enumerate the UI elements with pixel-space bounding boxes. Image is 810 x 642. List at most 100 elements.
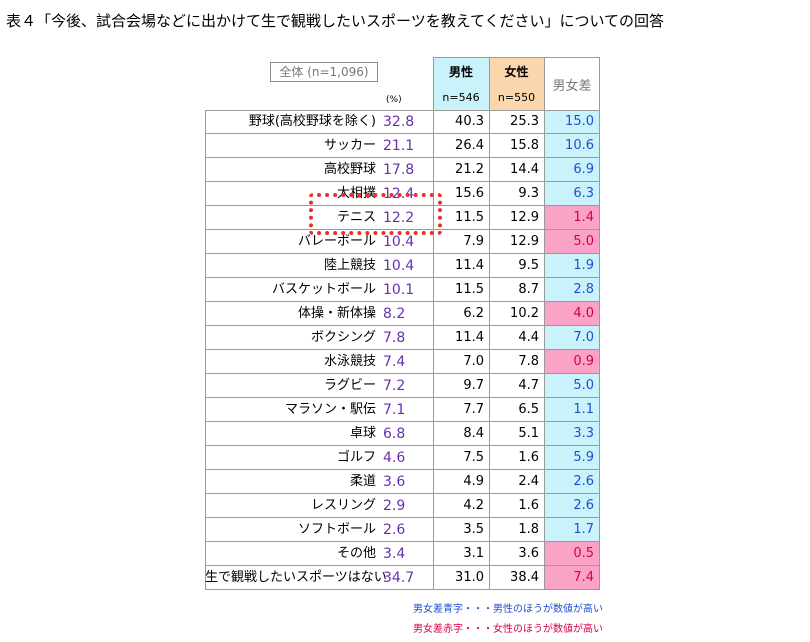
row-all-value: 3.4 — [383, 546, 406, 562]
row-male-value: 6.2 — [463, 306, 484, 321]
row-female-value: 4.4 — [518, 330, 539, 345]
row-male-value: 7.9 — [463, 234, 484, 249]
female-header: 女性 — [504, 65, 529, 79]
row-female-value: 15.8 — [510, 138, 539, 153]
diff-fill — [544, 494, 600, 518]
diff-fill — [544, 542, 600, 566]
row-female-value: 9.5 — [518, 258, 539, 273]
row-female-value: 1.6 — [518, 498, 539, 513]
row-diff-value: 1.9 — [573, 258, 594, 273]
grid-line — [205, 493, 600, 494]
row-label: 柔道 — [349, 474, 376, 489]
grid-line — [205, 421, 600, 422]
diff-fill — [544, 110, 600, 134]
row-diff-value: 4.0 — [573, 306, 594, 321]
diff-fill — [544, 326, 600, 350]
row-all-value: 7.4 — [383, 354, 406, 370]
row-all-value: 2.6 — [383, 522, 406, 538]
diff-fill — [544, 422, 600, 446]
row-all-value: 8.2 — [383, 306, 406, 322]
row-label: 高校野球 — [323, 162, 376, 177]
grid-line — [489, 57, 490, 590]
row-female-value: 10.2 — [510, 306, 539, 321]
row-label: ゴルフ — [336, 450, 376, 465]
female-header-bg — [489, 57, 544, 110]
diff-fill — [544, 446, 600, 470]
diff-fill — [544, 230, 600, 254]
row-label: 陸上競技 — [323, 258, 376, 273]
row-female-value: 1.6 — [518, 450, 539, 465]
row-female-value: 9.3 — [518, 186, 539, 201]
grid-line — [205, 301, 600, 302]
grid-line — [205, 110, 600, 111]
row-male-value: 4.2 — [463, 498, 484, 513]
row-all-value: 7.2 — [383, 378, 406, 394]
row-female-value: 25.3 — [510, 114, 539, 129]
grid-line — [544, 57, 545, 590]
page-title: 表４「今後、試合会場などに出かけて生で観戦したいスポーツを教えてください」につい… — [6, 12, 665, 30]
legend-blue-note: 男女差青字・・・男性のほうが数値が高い — [413, 604, 603, 615]
grid-line — [205, 277, 600, 278]
diff-fill — [544, 566, 600, 590]
row-label: ラグビー — [323, 378, 376, 393]
diff-fill — [544, 254, 600, 278]
grid-line — [205, 565, 600, 566]
diff-fill — [544, 158, 600, 182]
row-diff-value: 6.3 — [573, 186, 594, 201]
diff-fill — [544, 182, 600, 206]
male-header-bg — [433, 57, 489, 110]
row-male-value: 3.1 — [463, 546, 484, 561]
row-female-value: 1.8 — [518, 522, 539, 537]
row-diff-value: 5.0 — [573, 378, 594, 393]
row-female-value: 2.4 — [518, 474, 539, 489]
grid-line — [433, 57, 434, 590]
row-diff-value: 7.4 — [573, 570, 594, 585]
row-male-value: 40.3 — [455, 114, 484, 129]
row-all-value: 10.4 — [383, 234, 415, 250]
grid-line — [205, 110, 206, 590]
row-diff-value: 5.0 — [573, 234, 594, 249]
row-diff-value: 2.6 — [573, 474, 594, 489]
row-label: マラソン・駅伝 — [284, 402, 376, 417]
row-female-value: 12.9 — [510, 234, 539, 249]
row-diff-value: 7.0 — [573, 330, 594, 345]
row-female-value: 3.6 — [518, 546, 539, 561]
grid-line — [205, 349, 600, 350]
row-all-value: 4.6 — [383, 450, 406, 466]
grid-line — [205, 373, 600, 374]
row-diff-value: 1.4 — [573, 210, 594, 225]
row-label: その他 — [336, 546, 376, 561]
row-all-value: 10.1 — [383, 282, 415, 298]
diff-fill — [544, 350, 600, 374]
row-all-value: 3.6 — [383, 474, 406, 490]
row-female-value: 14.4 — [510, 162, 539, 177]
row-diff-value: 5.9 — [573, 450, 594, 465]
grid-line — [205, 229, 600, 230]
row-male-value: 3.5 — [463, 522, 484, 537]
row-label: レスリング — [310, 498, 376, 513]
row-female-value: 38.4 — [510, 570, 539, 585]
row-male-value: 21.2 — [455, 162, 484, 177]
row-female-value: 7.8 — [518, 354, 539, 369]
grid-line — [205, 397, 600, 398]
grid-line — [205, 181, 600, 182]
row-all-value: 10.4 — [383, 258, 415, 274]
row-diff-value: 1.1 — [573, 402, 594, 417]
diff-fill — [544, 374, 600, 398]
row-diff-value: 15.0 — [565, 114, 594, 129]
row-all-value: 6.8 — [383, 426, 406, 442]
row-male-value: 7.7 — [463, 402, 484, 417]
row-all-value: 21.1 — [383, 138, 415, 154]
row-male-value: 11.5 — [455, 210, 484, 225]
row-male-value: 11.4 — [455, 330, 484, 345]
legend-pink-note: 男女差赤字・・・女性のほうが数値が高い — [413, 624, 603, 635]
row-diff-value: 0.9 — [573, 354, 594, 369]
row-male-value: 31.0 — [455, 570, 484, 585]
grid-line — [205, 445, 600, 446]
male-n: n=546 — [442, 91, 480, 104]
row-all-value: 7.1 — [383, 402, 406, 418]
grid-line — [205, 325, 600, 326]
row-female-value: 6.5 — [518, 402, 539, 417]
row-label: テニス — [336, 210, 376, 225]
row-female-value: 4.7 — [518, 378, 539, 393]
